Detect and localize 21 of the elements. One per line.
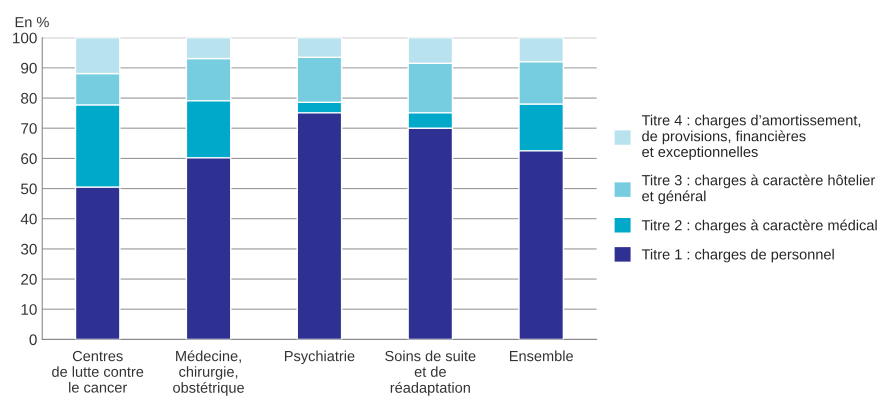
y-tick-label: 10 xyxy=(22,304,37,315)
y-tick-label: 90 xyxy=(21,62,37,74)
legend-label: Titre 4 : charges d’amortissement, de provisions, financières et exceptionnelles xyxy=(642,114,860,160)
x-tick-label: Psychiatrie xyxy=(284,350,354,364)
y-tick-label: 80 xyxy=(21,92,37,104)
y-tick-label: 60 xyxy=(21,153,37,164)
legend-label: Titre 2 : charges à caractère médical xyxy=(642,220,877,234)
y-tick-label: 40 xyxy=(20,214,37,224)
legend-label: Titre 1 : charges de personnel xyxy=(642,248,834,262)
x-tick-label: Médecine, chirurgie, obstétrique xyxy=(173,350,244,396)
y-tick-label: 30 xyxy=(20,244,37,255)
y-tick-label: 0 xyxy=(29,334,37,346)
y-tick-label: 70 xyxy=(21,123,37,134)
y-tick-label: 20 xyxy=(21,274,37,285)
y-tick-label: 100 xyxy=(13,32,37,44)
y-tick-label: 50 xyxy=(21,183,37,194)
legend-label: Titre 3 : charges à caractère hôtelier et général xyxy=(642,174,876,204)
y-axis-title: En % xyxy=(16,17,49,28)
x-tick-label: Ensemble xyxy=(510,350,573,362)
x-tick-label: Centres de lutte contre le cancer xyxy=(52,350,144,393)
x-tick-label: Soins de suite et de réadaptation xyxy=(385,350,476,396)
